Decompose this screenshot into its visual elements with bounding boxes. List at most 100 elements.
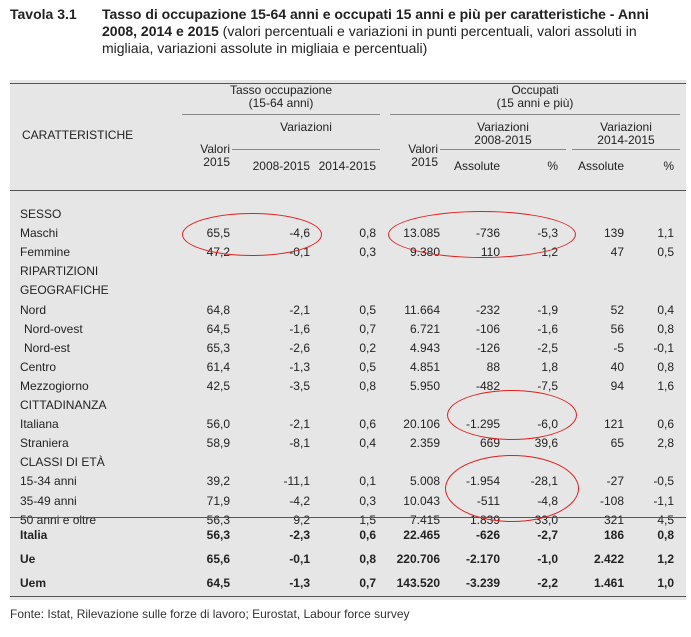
header-valori-tasso: Valori bbox=[200, 142, 230, 156]
table-cell: 2.422 bbox=[593, 552, 624, 566]
caption-bold: Tasso di occupazione 15-64 anni e occupa… bbox=[102, 6, 649, 39]
table-cell: 20.106 bbox=[403, 417, 440, 432]
table-cell: 4,5 bbox=[657, 512, 674, 527]
row-label: 50 anni e oltre bbox=[20, 512, 97, 527]
highlight-ellipse bbox=[447, 390, 577, 440]
table-cell: 669 bbox=[479, 436, 500, 451]
table-cell: 0,6 bbox=[657, 417, 674, 432]
top-rule bbox=[10, 83, 686, 84]
table-cell: 1,1 bbox=[657, 226, 674, 241]
totals-rule bbox=[10, 517, 686, 518]
table-cell: 11.664 bbox=[404, 302, 440, 317]
row-label: Italiana bbox=[20, 417, 59, 432]
table-cell: 39,6 bbox=[534, 436, 558, 451]
section-heading: CLASSI DI ETÀ bbox=[20, 455, 105, 470]
row-label: 35-49 anni bbox=[20, 493, 77, 508]
table-cell: 2,8 bbox=[657, 436, 674, 451]
table-cell: 0,8 bbox=[657, 528, 674, 542]
table-cell: -11,1 bbox=[283, 474, 310, 489]
table-cell: -27 bbox=[606, 474, 624, 489]
header-pct-occ2: % bbox=[663, 159, 674, 173]
highlight-ellipse bbox=[445, 455, 579, 522]
source-footer: Fonte: Istat, Rilevazione sulle forze di… bbox=[10, 607, 410, 621]
table-cell: 0,5 bbox=[359, 359, 376, 374]
section-heading: GEOGRAFICHE bbox=[20, 283, 109, 298]
table-cell: 0,3 bbox=[359, 493, 376, 508]
table-cell: 56,3 bbox=[206, 528, 230, 542]
table-cell: 61,4 bbox=[206, 359, 230, 374]
table-cell: -108 bbox=[599, 493, 624, 508]
row-label: Maschi bbox=[20, 226, 59, 241]
header-bottom-rule bbox=[10, 190, 686, 191]
header-occupati-sub: (15 anni e più) bbox=[496, 96, 574, 110]
table-cell: 40 bbox=[610, 359, 624, 374]
table-cell: -1,9 bbox=[537, 302, 558, 317]
table-cell: 71,9 bbox=[206, 493, 230, 508]
table-cell: -1,1 bbox=[653, 493, 674, 508]
tasso-var-rule bbox=[232, 149, 380, 150]
row-label: Nord-est bbox=[24, 340, 71, 355]
table-cell: 4.943 bbox=[409, 340, 440, 355]
table-cell: 39,2 bbox=[206, 474, 230, 489]
table-cell: 0,6 bbox=[359, 528, 376, 542]
table-cell: -1,6 bbox=[537, 321, 558, 336]
table-cell: 0,8 bbox=[359, 226, 376, 241]
table-cell: 0,5 bbox=[657, 245, 674, 260]
header-2015-occ: 2015 bbox=[411, 155, 438, 169]
table-cell: 58,9 bbox=[206, 436, 230, 451]
table-cell: 64,5 bbox=[206, 576, 230, 590]
header-assolute-occ2: Assolute bbox=[577, 159, 624, 173]
table-cell: -2,6 bbox=[289, 340, 310, 355]
table-cell: -1,6 bbox=[289, 321, 310, 336]
table-cell: 1,2 bbox=[657, 552, 674, 566]
table-cell: 186 bbox=[603, 528, 624, 542]
table-cell: 0,8 bbox=[359, 378, 376, 393]
table-cell: 10.043 bbox=[403, 493, 440, 508]
table-cell: 0,1 bbox=[359, 474, 376, 489]
table-cell: 1,0 bbox=[657, 576, 674, 590]
header-variazioni-occ2: Variazioni bbox=[600, 120, 652, 134]
table-cell: 139 bbox=[603, 226, 624, 241]
header-variazioni-tasso: Variazioni bbox=[280, 120, 332, 134]
table-cell: -0,5 bbox=[653, 474, 674, 489]
table-cell: 9,2 bbox=[293, 512, 310, 527]
row-label: Uem bbox=[20, 576, 47, 590]
header-occupati: Occupati bbox=[511, 83, 559, 97]
row-label: Centro bbox=[20, 359, 57, 374]
highlight-ellipse bbox=[182, 213, 322, 256]
table-cell: -8,1 bbox=[289, 436, 310, 451]
table-cell: 22.465 bbox=[403, 528, 440, 542]
row-label: Straniera bbox=[20, 436, 69, 451]
table-cell: 88 bbox=[486, 359, 500, 374]
table-cell: 94 bbox=[610, 378, 624, 393]
table-cell: 5.008 bbox=[409, 474, 440, 489]
table-panel: CARATTERISTICHE Tasso occupazione (15-64… bbox=[10, 80, 686, 600]
table-cell: 65,6 bbox=[206, 552, 230, 566]
header-tasso: Tasso occupazione bbox=[229, 83, 333, 97]
table-cell: 0,4 bbox=[657, 302, 674, 317]
table-cell: -2.170 bbox=[465, 552, 500, 566]
table-cell: 220.706 bbox=[396, 552, 440, 566]
table-cell: 1,6 bbox=[657, 378, 674, 393]
table-cell: -482 bbox=[475, 378, 500, 393]
table-cell: -1,0 bbox=[537, 552, 558, 566]
table-cell: -2,5 bbox=[537, 340, 558, 355]
row-label: Femmine bbox=[20, 245, 71, 260]
section-heading: CITTADINANZA bbox=[20, 398, 107, 412]
table-cell: 0,5 bbox=[359, 302, 376, 317]
tasso-rule bbox=[182, 114, 380, 115]
row-label: Nord-ovest bbox=[24, 321, 83, 336]
table-cell: 42,5 bbox=[206, 378, 230, 393]
table-cell: 143.520 bbox=[396, 576, 440, 590]
table-cell: 0,4 bbox=[359, 436, 376, 451]
row-label: Italia bbox=[20, 528, 48, 542]
table-cell: 7.415 bbox=[409, 512, 440, 527]
table-cell: 56,3 bbox=[206, 512, 230, 527]
row-label: 15-34 anni bbox=[20, 474, 77, 489]
bottom-rule bbox=[10, 596, 686, 597]
section-heading: SESSO bbox=[20, 207, 62, 221]
table-cell: 0,6 bbox=[359, 417, 376, 432]
table-cell: 47 bbox=[610, 245, 624, 260]
table-cell: -7,5 bbox=[537, 378, 558, 393]
